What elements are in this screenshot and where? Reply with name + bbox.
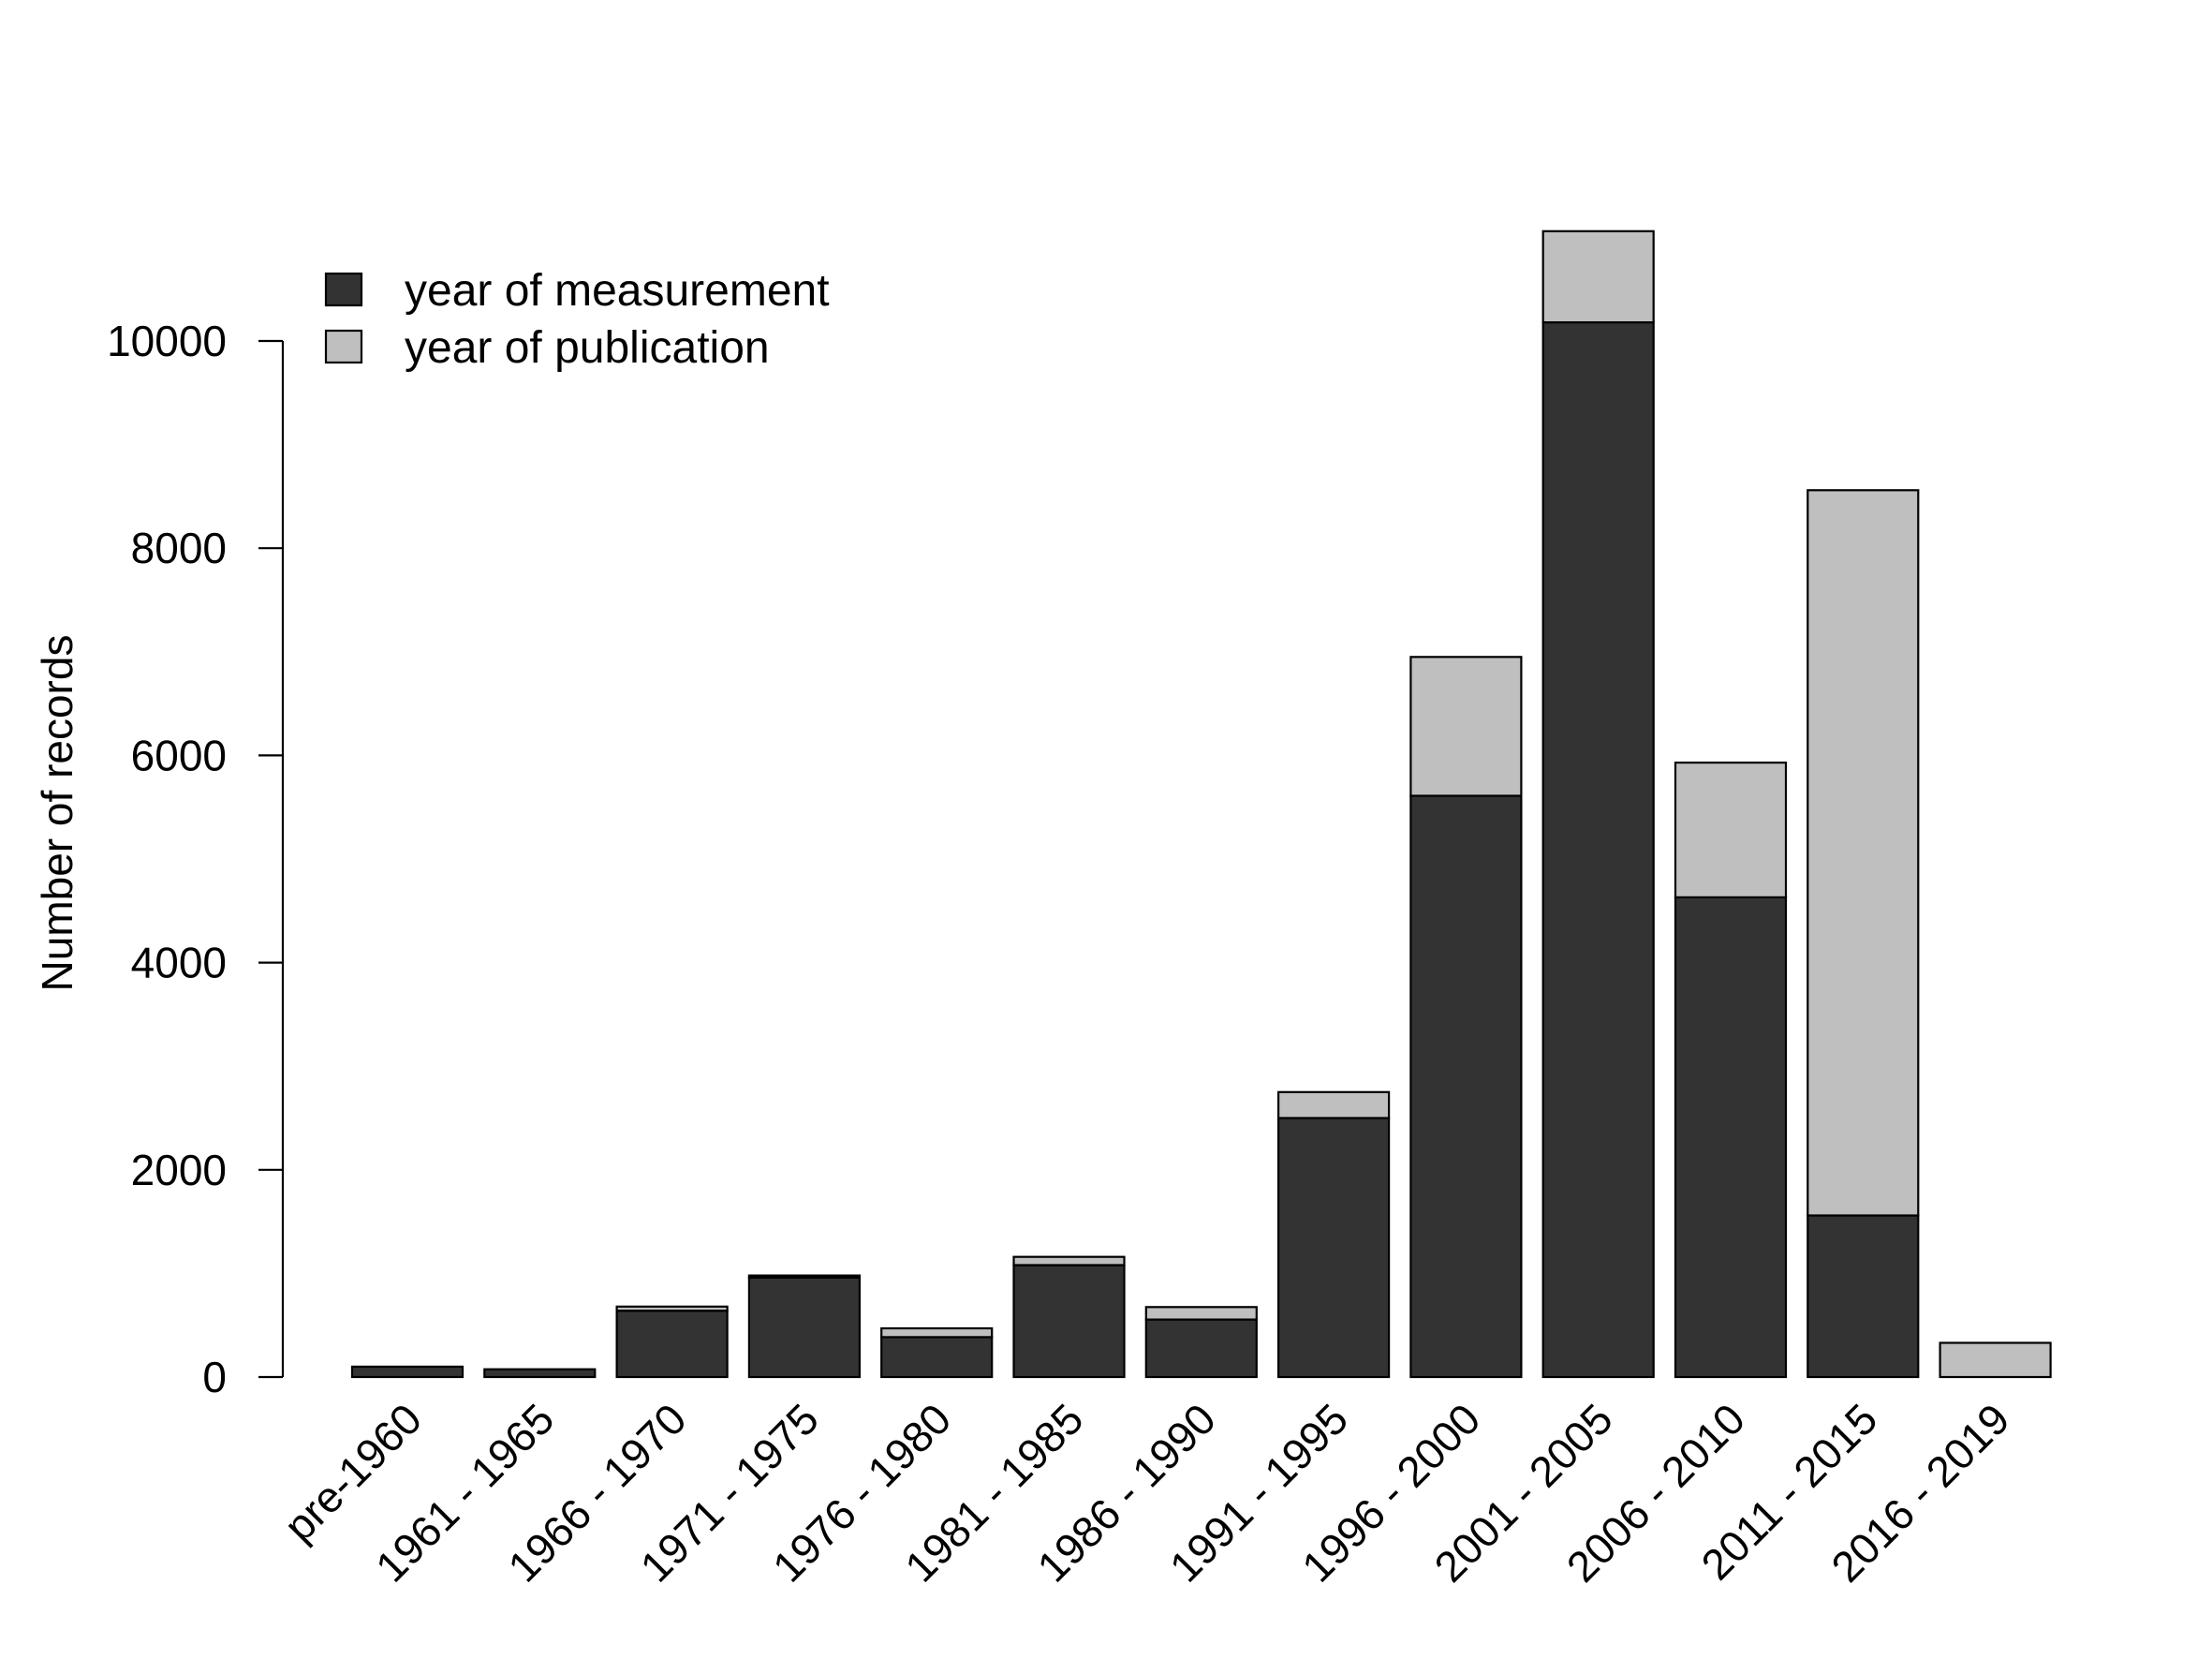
bar-measurement-5 [1012,1264,1126,1379]
y-axis: 0 2000 4000 6000 8000 10000 [107,317,285,1401]
legend-swatch-measurement [324,272,363,307]
bar-publication-7 [1276,1090,1391,1119]
bar-measurement-2 [615,1310,729,1379]
bar-measurement-1 [483,1368,597,1379]
bar-measurement-0 [350,1365,465,1379]
y-tick-label: 0 [202,1353,227,1401]
y-tick-label: 4000 [131,939,227,987]
bar-publication-8 [1409,656,1523,797]
bar-measurement-9 [1541,321,1655,1379]
y-tick-label: 10000 [107,317,227,365]
bar-publication-5 [1012,1255,1126,1266]
bar-measurement-3 [747,1276,862,1379]
bar-publication-9 [1541,230,1655,324]
bar-measurement-11 [1806,1214,1920,1379]
bar-measurement-4 [880,1336,994,1379]
y-tick-label: 8000 [131,524,227,572]
legend: year of measurement year of publication [324,266,830,373]
y-axis-label: Number of records [33,635,81,992]
bar-measurement-7 [1276,1117,1391,1379]
bar-publication-3 [747,1274,862,1279]
bars-layer [350,230,2052,1379]
bar-measurement-6 [1144,1318,1258,1379]
bar-publication-10 [1674,761,1788,898]
bar-publication-4 [880,1326,994,1339]
bar-publication-12 [1939,1341,2052,1379]
bar-publication-2 [615,1305,729,1312]
bar-publication-11 [1806,489,1920,1217]
bar-measurement-8 [1409,794,1523,1379]
y-tick-label: 2000 [131,1146,227,1194]
bar-publication-6 [1144,1306,1258,1321]
legend-label-publication: year of publication [405,323,770,373]
y-tick-label: 6000 [131,731,227,779]
legend-label-measurement: year of measurement [405,266,830,316]
bar-measurement-10 [1674,896,1788,1379]
legend-swatch-publication [324,329,363,364]
